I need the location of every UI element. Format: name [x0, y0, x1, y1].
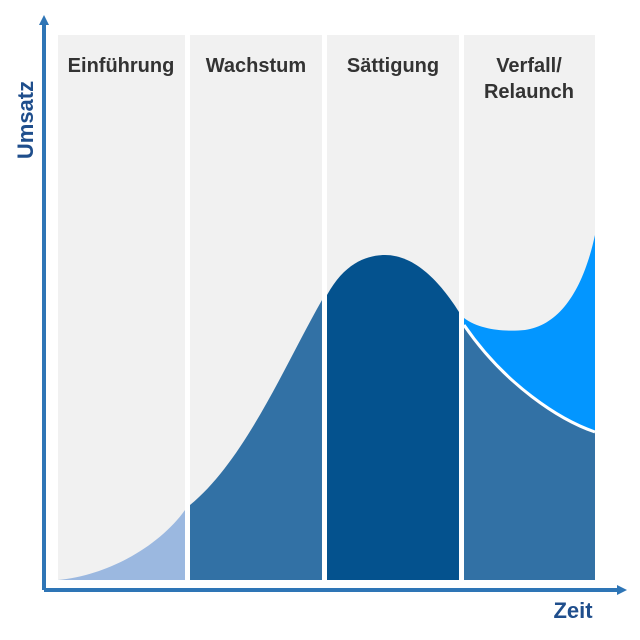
relaunch-area [464, 235, 595, 432]
intro-area [58, 510, 185, 580]
y-axis-label: Umsatz [13, 81, 38, 159]
saturation-area [327, 255, 459, 580]
decline-area [464, 325, 595, 580]
decline-relaunch-separator [462, 324, 596, 434]
phase-label-saettigung: Sättigung [347, 55, 439, 77]
phase-label-relaunch: Relaunch [484, 81, 574, 103]
phase-label-wachstum: Wachstum [206, 55, 306, 77]
x-axis-label: Zeit [553, 598, 593, 623]
phase-panel-einfuehrung [58, 35, 185, 580]
growth-area [190, 300, 322, 580]
phase-label-verfall: Verfall/ [496, 55, 562, 77]
phase-label-einfuehrung: Einführung [68, 55, 175, 77]
